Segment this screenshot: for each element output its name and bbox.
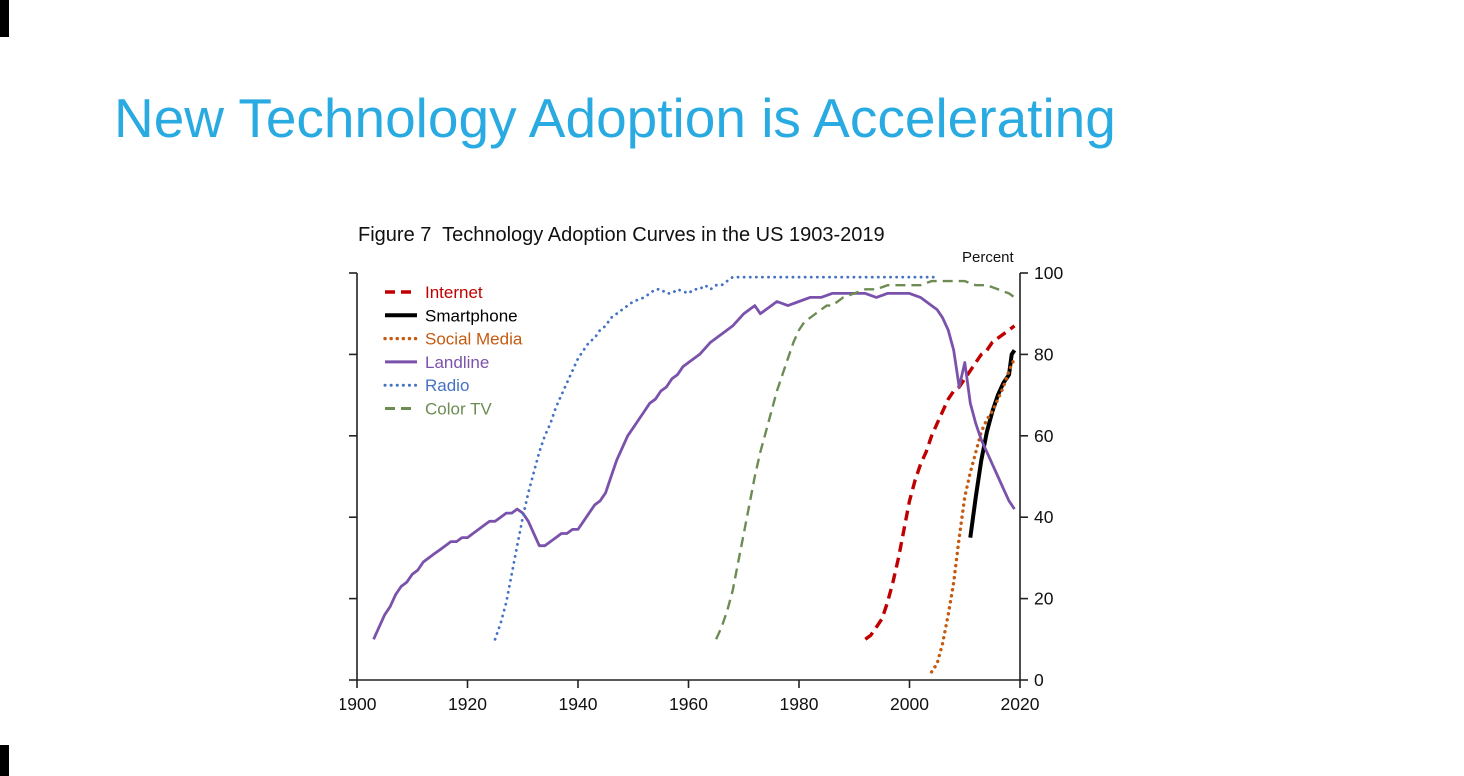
legend-label-landline: Landline: [425, 353, 489, 372]
legend-label-radio: Radio: [425, 376, 469, 395]
y-tick-label: 20: [1034, 589, 1054, 609]
series-line-internet: [864, 324, 1016, 641]
y-axis-unit-label: Percent: [962, 249, 1014, 266]
series-line-radio: [493, 275, 939, 641]
legend-label-smartphone: Smartphone: [425, 306, 518, 325]
y-tick-label: 60: [1034, 426, 1054, 446]
legend-label-internet: Internet: [425, 283, 483, 302]
series-line-social-media: [929, 356, 1017, 674]
y-tick-label: 100: [1034, 263, 1063, 283]
series-line-smartphone: [968, 349, 1017, 538]
x-tick-label: 1920: [448, 694, 487, 714]
x-tick-label: 2020: [1001, 694, 1040, 714]
y-tick-label: 40: [1034, 507, 1054, 527]
adoption-chart: 1900 1920 1940 1960 1980 2000 2020 0 20 40 60 80 100…: [340, 263, 1063, 714]
x-tick-label: 1980: [780, 694, 819, 714]
x-tick-label: 1960: [669, 694, 708, 714]
legend-label-color-tv: Color TV: [425, 400, 492, 419]
series-line-landline: [372, 292, 1016, 640]
left-edge-bar-top: [0, 0, 9, 37]
x-tick-label: 1900: [340, 694, 377, 714]
x-tick-label: 1940: [559, 694, 598, 714]
y-tick-label: 0: [1034, 670, 1044, 690]
legend-label-social-media: Social Media: [425, 330, 523, 349]
figure-title: Figure 7 Technology Adoption Curves in t…: [358, 224, 885, 246]
slide-title: New Technology Adoption is Accelerating: [114, 87, 1116, 149]
left-edge-bar-bottom: [0, 745, 9, 776]
series-line-color-tv: [715, 279, 1016, 640]
y-tick-label: 80: [1034, 344, 1054, 364]
x-tick-label: 2000: [890, 694, 929, 714]
